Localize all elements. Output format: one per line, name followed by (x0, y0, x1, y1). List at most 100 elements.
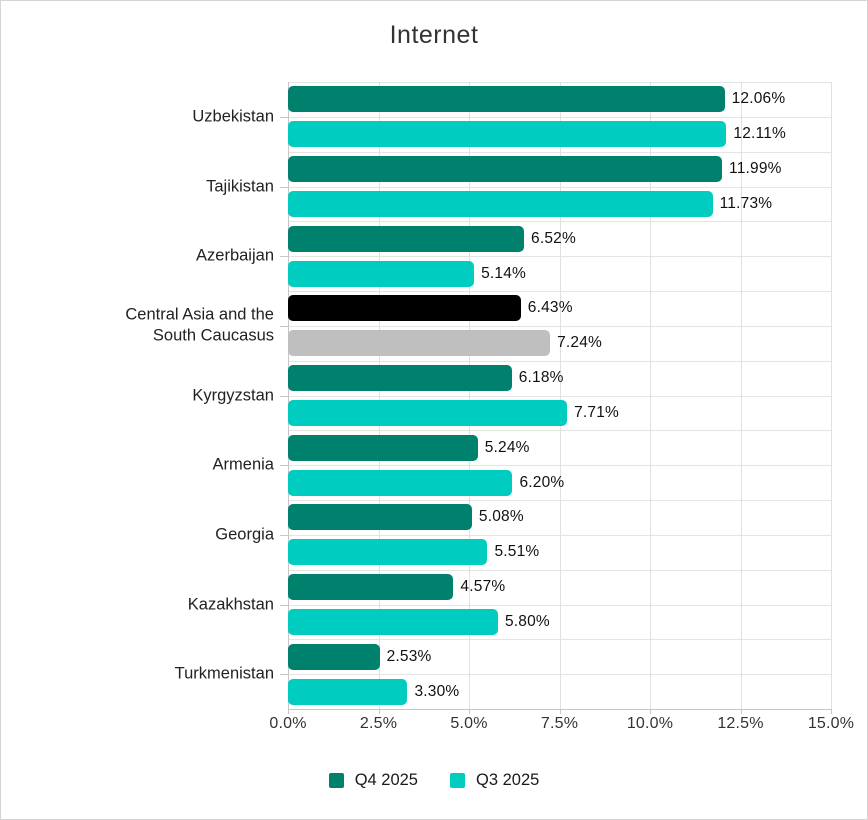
x-axis-tick (740, 709, 742, 714)
bar-q4-2025[interactable] (288, 156, 723, 183)
x-tick-label: 2.5% (359, 715, 398, 732)
value-label: 11.99% (729, 160, 782, 178)
y-axis-labels: Uzbekistan Tajikistan Azerbaijan Central As… (1, 82, 288, 709)
x-axis-labels: 0.0% 2.5% 5.0% 7.5% 10.0% 12.5% 15.0% (269, 715, 854, 737)
bar-q4-2025[interactable] (288, 434, 478, 461)
bar-row: 11.73% (288, 187, 831, 222)
category-tick (280, 604, 288, 606)
value-label: 7.71% (574, 403, 620, 421)
bar-row: 4.57% (288, 570, 831, 605)
bar-q3-2025[interactable] (288, 121, 727, 148)
gridline-vertical (559, 82, 561, 709)
category-label: Georgia (215, 525, 274, 544)
gridline-vertical (469, 82, 470, 709)
x-axis-tick (559, 709, 561, 714)
bar-row: 5.08% (288, 500, 831, 535)
x-tick-label: 10.0% (626, 715, 674, 732)
bar-row: 5.80% (288, 605, 831, 640)
category-label: Kazakhstan (187, 594, 274, 613)
bar-q3-2025[interactable] (288, 190, 713, 217)
category-label: Uzbekistan (192, 107, 274, 126)
bar-row: 7.24% (288, 326, 831, 361)
chart-title: Internet (389, 21, 479, 49)
bar-q4-2025[interactable] (288, 643, 380, 670)
category-tick (280, 395, 288, 397)
gridline-vertical (650, 82, 651, 709)
x-tick-label: 7.5% (540, 715, 579, 732)
value-label: 7.24% (557, 334, 603, 352)
x-axis-tick (288, 709, 289, 714)
bar-q4-2025[interactable] (288, 295, 521, 322)
value-label: 5.80% (504, 612, 550, 630)
bar-row: 11.99% (288, 152, 831, 187)
category-label: Azerbaijan (196, 246, 274, 265)
bar-q3-2025[interactable] (288, 260, 475, 287)
bar-q3-2025[interactable] (288, 608, 498, 635)
bar-row: 6.20% (288, 465, 831, 500)
category-tick (280, 465, 288, 467)
bar-q4-2025[interactable] (288, 225, 525, 252)
bar-row: 3.30% (288, 674, 831, 709)
bar-q4-2025[interactable] (288, 365, 512, 392)
legend-label: Q4 2025 (354, 771, 418, 789)
bar-row: 5.51% (288, 535, 831, 570)
value-label: 12.06% (731, 90, 786, 108)
category-label: Central Asia and the South Caucasus (125, 305, 274, 345)
bar-q3-2025[interactable] (288, 678, 408, 705)
value-label: 2.53% (386, 647, 432, 665)
category-tick (280, 116, 288, 118)
x-axis-tick (831, 709, 832, 714)
bar-q3-2025[interactable] (288, 539, 488, 566)
bar-q3-2025[interactable] (288, 330, 551, 357)
bar-q4-2025[interactable] (288, 504, 472, 531)
x-axis-tick (469, 709, 470, 714)
value-label: 12.11% (733, 125, 786, 143)
bar-row: 2.53% (288, 639, 831, 674)
category-tick (280, 534, 288, 536)
legend: Q4 2025 Q3 2025 (1, 771, 867, 790)
bar-row: 12.06% (288, 82, 831, 117)
category-label: Turkmenistan (174, 664, 274, 683)
category-tick (280, 256, 288, 258)
gridline-vertical (740, 82, 742, 709)
x-axis-tick (378, 709, 380, 714)
legend-swatch-icon (450, 773, 465, 788)
gridline-vertical (378, 82, 380, 709)
value-label: 5.24% (484, 438, 530, 456)
x-tick-label: 5.0% (450, 715, 488, 732)
category-label: Tajikistan (206, 176, 274, 195)
bar-row: 5.14% (288, 256, 831, 291)
category-tick (280, 674, 288, 676)
bar-row: 6.52% (288, 221, 831, 256)
legend-item-q4-2025[interactable]: Q4 2025 (328, 771, 418, 790)
x-tick-label: 15.0% (807, 715, 855, 732)
bar-row: 5.24% (288, 430, 831, 465)
value-label: 4.57% (460, 578, 506, 596)
value-label: 3.30% (414, 682, 460, 700)
value-label: 5.51% (494, 543, 540, 561)
value-label: 6.43% (527, 299, 573, 317)
bar-row: 6.18% (288, 361, 831, 396)
category-tick (280, 186, 288, 188)
category-label: Armenia (212, 455, 274, 474)
bar-q4-2025[interactable] (288, 574, 454, 601)
bar-row: 7.71% (288, 396, 831, 431)
gridline-vertical (831, 82, 832, 709)
bar-row: 6.43% (288, 291, 831, 326)
value-label: 6.20% (519, 473, 565, 491)
category-label: Kyrgyzstan (192, 385, 274, 404)
x-tick-label: 0.0% (269, 715, 307, 732)
bar-q3-2025[interactable] (288, 469, 513, 496)
bar-q4-2025[interactable] (288, 86, 725, 113)
gridline-vertical (288, 82, 289, 709)
category-tick (280, 325, 288, 327)
x-axis-tick (650, 709, 651, 714)
legend-item-q3-2025[interactable]: Q3 2025 (450, 771, 539, 790)
value-label: 6.18% (518, 369, 564, 387)
bar-q3-2025[interactable] (288, 399, 568, 426)
legend-swatch-icon (328, 773, 344, 788)
x-tick-label: 12.5% (717, 715, 764, 732)
plot-area: 12.06% 12.11% 11.99% 11.73% 6.52% 5.14% 6.43% 7… (288, 82, 832, 714)
legend-label: Q3 2025 (476, 771, 540, 789)
